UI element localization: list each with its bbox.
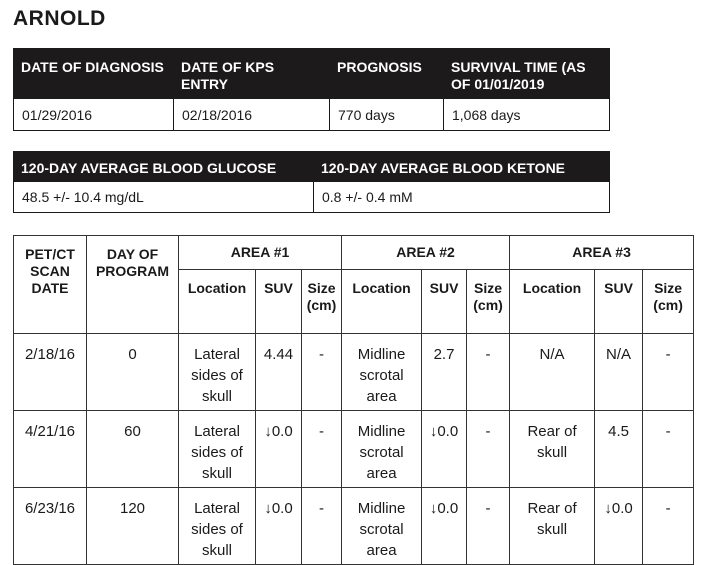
size-label: Size bbox=[474, 280, 503, 296]
location-cell: Midline scrotal area bbox=[341, 333, 423, 411]
patient-name-title: ARNOLD bbox=[13, 7, 106, 30]
size-cell: - bbox=[300, 487, 343, 565]
suv-cell: ↓0.0 bbox=[255, 487, 302, 565]
header-day-of-program: DAY OF PROGRAM bbox=[86, 235, 179, 334]
value-average-glucose: 48.5 +/- 10.4 mg/dL bbox=[13, 181, 314, 213]
size-label: Size bbox=[307, 280, 336, 296]
location-cell: Rear of skull bbox=[509, 487, 596, 565]
header-area-2: AREA #2 bbox=[341, 235, 511, 270]
header-prognosis: PROGNOSIS bbox=[329, 48, 444, 99]
suv-cell: ↓0.0 bbox=[255, 410, 302, 488]
size-cell: - bbox=[300, 333, 343, 411]
day-cell: 0 bbox=[86, 333, 179, 411]
location-cell: Lateral sides of skull bbox=[178, 410, 256, 488]
suv-cell: N/A bbox=[594, 333, 644, 411]
scan-date-cell: 2/18/16 bbox=[13, 333, 87, 411]
pet-ct-scan-table: PET/CT SCAN DATE DAY OF PROGRAM AREA #1 … bbox=[13, 235, 695, 565]
location-cell: Midline scrotal area bbox=[341, 487, 423, 565]
location-cell: Lateral sides of skull bbox=[178, 487, 256, 565]
size-unit: (cm) bbox=[306, 297, 337, 313]
value-date-of-kps-entry: 02/18/2016 bbox=[173, 98, 330, 131]
blood-averages-table: 120-DAY AVERAGE BLOOD GLUCOSE 120-DAY AV… bbox=[13, 151, 610, 213]
location-cell: Rear of skull bbox=[509, 410, 596, 488]
size-label: Size bbox=[654, 280, 683, 296]
day-cell: 60 bbox=[86, 410, 179, 488]
subheader-location: Location bbox=[178, 269, 256, 334]
suv-cell: 2.7 bbox=[421, 333, 468, 411]
size-cell: - bbox=[466, 487, 511, 565]
location-cell: Midline scrotal area bbox=[341, 410, 423, 488]
suv-cell: ↓0.0 bbox=[594, 487, 644, 565]
scan-date-cell: 6/23/16 bbox=[13, 487, 87, 565]
header-average-glucose: 120-DAY AVERAGE BLOOD GLUCOSE bbox=[13, 151, 314, 182]
header-scan-date: PET/CT SCAN DATE bbox=[13, 235, 87, 334]
size-cell: - bbox=[642, 333, 695, 411]
size-cell: - bbox=[466, 410, 511, 488]
subheader-suv: SUV bbox=[594, 269, 644, 334]
table-row: 2/18/16 0 Lateral sides of skull 4.44 - … bbox=[13, 333, 695, 411]
subheader-suv: SUV bbox=[255, 269, 302, 334]
header-date-of-kps-entry: DATE OF KPS ENTRY bbox=[173, 48, 330, 99]
value-date-of-diagnosis: 01/29/2016 bbox=[13, 98, 174, 131]
suv-cell: ↓0.0 bbox=[421, 410, 468, 488]
size-unit: (cm) bbox=[653, 297, 683, 313]
subheader-size: Size (cm) bbox=[300, 269, 343, 334]
value-survival-time: 1,068 days bbox=[443, 98, 610, 131]
header-area-3: AREA #3 bbox=[509, 235, 695, 270]
subheader-location: Location bbox=[509, 269, 596, 334]
value-prognosis: 770 days bbox=[329, 98, 444, 131]
location-cell: N/A bbox=[509, 333, 596, 411]
header-survival-time: SURVIVAL TIME (AS OF 01/01/2019 bbox=[443, 48, 610, 99]
size-unit: (cm) bbox=[473, 297, 503, 313]
location-cell: Lateral sides of skull bbox=[178, 333, 256, 411]
header-date-of-diagnosis: DATE OF DIAGNOSIS bbox=[13, 48, 174, 99]
value-average-ketone: 0.8 +/- 0.4 mM bbox=[313, 181, 610, 213]
size-cell: - bbox=[466, 333, 511, 411]
suv-cell: 4.5 bbox=[594, 410, 644, 488]
table-row: 6/23/16 120 Lateral sides of skull ↓0.0 … bbox=[13, 487, 695, 565]
suv-cell: 4.44 bbox=[255, 333, 302, 411]
day-cell: 120 bbox=[86, 487, 179, 565]
size-cell: - bbox=[300, 410, 343, 488]
subheader-size: Size (cm) bbox=[642, 269, 695, 334]
subheader-size: Size (cm) bbox=[466, 269, 511, 334]
table-row: 4/21/16 60 Lateral sides of skull ↓0.0 -… bbox=[13, 410, 695, 488]
diagnosis-summary-table: DATE OF DIAGNOSIS DATE OF KPS ENTRY PROG… bbox=[13, 48, 610, 131]
header-area-1: AREA #1 bbox=[177, 235, 343, 270]
subheader-suv: SUV bbox=[421, 269, 468, 334]
header-average-ketone: 120-DAY AVERAGE BLOOD KETONE bbox=[313, 151, 610, 182]
size-cell: - bbox=[642, 410, 695, 488]
subheader-location: Location bbox=[341, 269, 423, 334]
suv-cell: ↓0.0 bbox=[421, 487, 468, 565]
scan-date-cell: 4/21/16 bbox=[13, 410, 87, 488]
size-cell: - bbox=[642, 487, 695, 565]
